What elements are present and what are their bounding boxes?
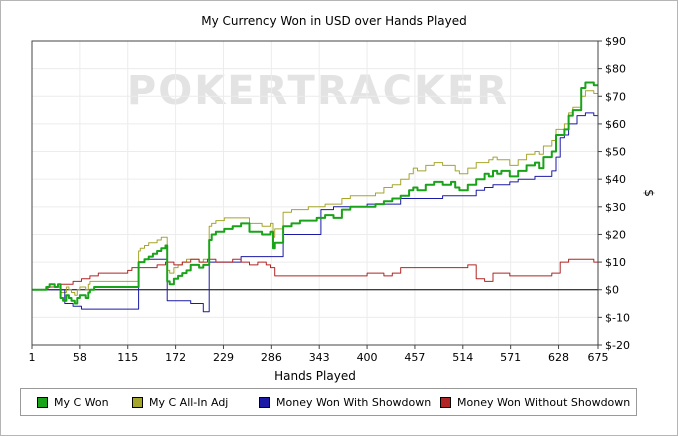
x-tick-label: 400: [357, 351, 378, 364]
legend-label-money-won-with-showdown: Money Won With Showdown: [276, 395, 432, 409]
legend-swatch-money-won-with-showdown: [259, 396, 270, 408]
legend-item-my-c-all-in-adj: My C All-In Adj: [132, 395, 228, 409]
legend-item-my-c-won: My C Won: [37, 395, 109, 409]
x-tick-label: 115: [117, 351, 138, 364]
legend-swatch-money-won-without-showdown: [440, 396, 451, 408]
y-tick-label: $0: [605, 284, 619, 297]
legend-swatch-my-c-won: [37, 396, 48, 408]
plot-area-border: [31, 40, 599, 346]
x-tick-label: 514: [452, 351, 473, 364]
legend-label-money-won-without-showdown: Money Won Without Showdown: [457, 395, 631, 409]
axes: $-20 $-10 $0 $10 $20 $30 $40 $50 $60 $70 $80 $90 1 58…: [29, 35, 630, 364]
y-tick-label: $70: [605, 90, 626, 103]
x-tick-label: 457: [404, 351, 425, 364]
legend-label-my-c-won: My C Won: [54, 395, 109, 409]
x-axis-label: Hands Played: [274, 369, 356, 383]
series-line-my-c-all-in-adj: [32, 90, 598, 296]
x-tick-label: 286: [261, 351, 282, 364]
y-tick-label: $90: [605, 35, 626, 48]
y-tick-label: $40: [605, 173, 626, 186]
chart-title: My Currency Won in USD over Hands Played: [201, 14, 467, 28]
series-line-money-won-with-showdown: [32, 112, 598, 313]
legend-item-money-won-with-showdown: Money Won With Showdown: [259, 395, 431, 409]
y-tick-label: $30: [605, 201, 626, 214]
y-tick-label: $-10: [605, 311, 630, 324]
series-layer: [32, 81, 598, 313]
y-tick-label: $60: [605, 118, 626, 131]
x-tick-label: 571: [500, 351, 521, 364]
y-tick-label: $50: [605, 146, 626, 159]
x-tick-label: 1: [29, 351, 36, 364]
legend: My C Won My C All-In Adj Money Won With …: [20, 388, 637, 416]
y-tick-label: $10: [605, 256, 626, 269]
y-tick-label: $80: [605, 63, 626, 76]
x-tick-label: 229: [213, 351, 234, 364]
legend-label-my-c-all-in-adj: My C All-In Adj: [149, 395, 229, 409]
x-tick-label: 172: [165, 351, 186, 364]
legend-swatch-my-c-all-in-adj: [132, 396, 143, 408]
series-line-money-won-without-showdown: [32, 258, 598, 291]
y-tick-label: $-20: [605, 339, 630, 352]
series-line-my-c-won: [32, 81, 598, 305]
legend-item-money-won-without-showdown: Money Won Without Showdown: [440, 395, 630, 409]
y-tick-label: $20: [605, 228, 626, 241]
x-tick-label: 675: [588, 351, 609, 364]
chart-watermark: POKERTRACKER: [127, 68, 509, 114]
x-tick-label: 343: [309, 351, 330, 364]
x-tick-label: 628: [548, 351, 569, 364]
x-tick-label: 58: [73, 351, 87, 364]
y-axis-label: $: [642, 189, 656, 197]
